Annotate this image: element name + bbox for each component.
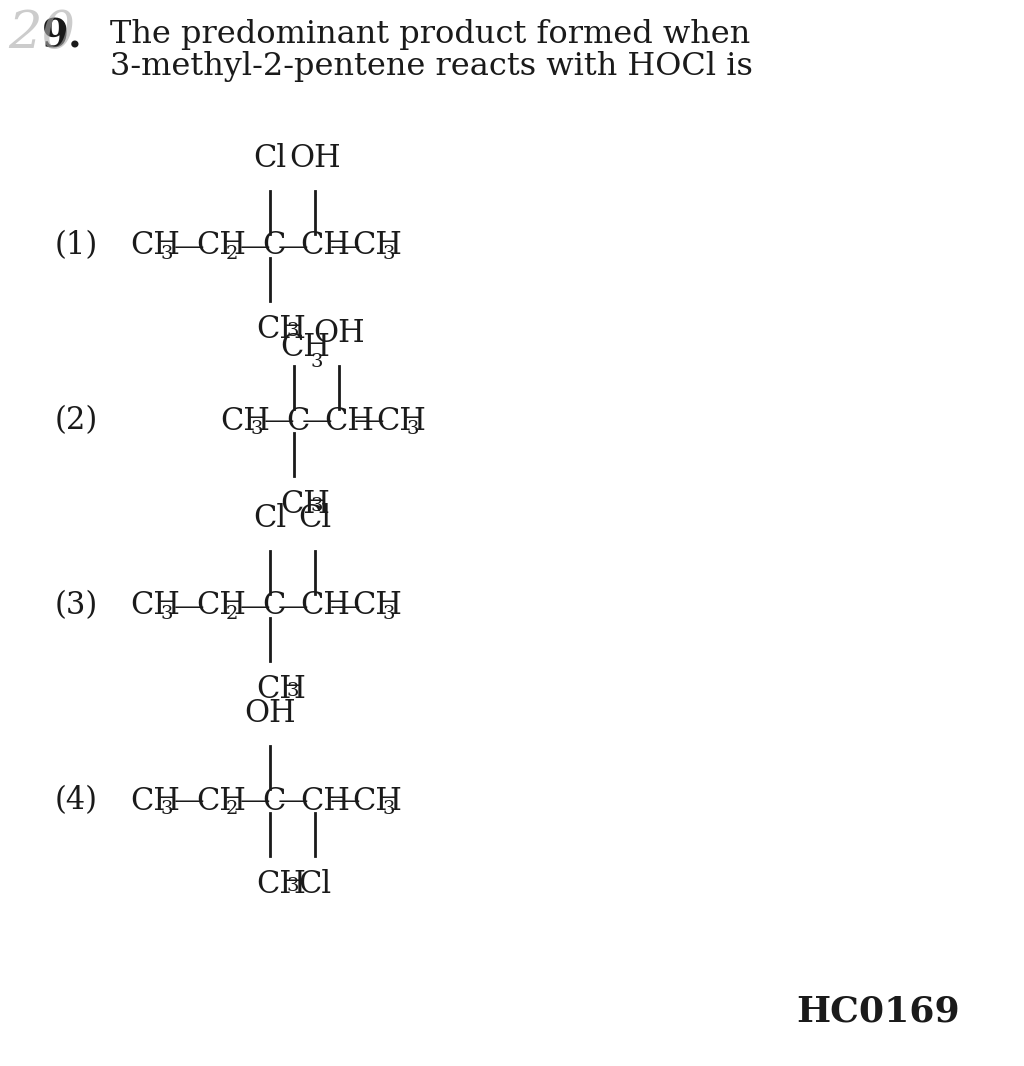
Text: CH: CH xyxy=(130,786,180,817)
Text: CH: CH xyxy=(300,786,350,817)
Text: 2: 2 xyxy=(226,800,239,818)
Text: —: — xyxy=(240,591,270,621)
Text: —: — xyxy=(330,591,360,621)
Text: —: — xyxy=(240,230,270,261)
Text: —: — xyxy=(330,786,360,817)
Text: CH: CH xyxy=(352,786,401,817)
Text: —: — xyxy=(278,230,308,261)
Text: CH: CH xyxy=(324,405,374,436)
Text: 3: 3 xyxy=(382,605,394,623)
Text: 3: 3 xyxy=(286,682,299,700)
Text: C: C xyxy=(262,230,286,261)
Text: CH: CH xyxy=(256,674,306,705)
Text: CH: CH xyxy=(352,591,401,621)
Text: CH: CH xyxy=(196,230,246,261)
Text: HC0169: HC0169 xyxy=(797,994,961,1028)
Text: 3: 3 xyxy=(250,420,262,438)
Text: CH: CH xyxy=(280,489,330,520)
Text: —: — xyxy=(240,786,270,817)
Text: The predominant product formed when: The predominant product formed when xyxy=(110,18,751,49)
Text: OH: OH xyxy=(289,143,341,174)
Text: Cl: Cl xyxy=(298,869,332,900)
Text: —: — xyxy=(174,786,205,817)
Text: CH: CH xyxy=(376,405,426,436)
Text: —: — xyxy=(354,405,385,436)
Text: 3: 3 xyxy=(286,877,299,895)
Text: —: — xyxy=(278,591,308,621)
Text: CH: CH xyxy=(300,591,350,621)
Text: CH: CH xyxy=(196,591,246,621)
Text: CH: CH xyxy=(256,314,306,345)
Text: CH: CH xyxy=(220,405,270,436)
Text: CH: CH xyxy=(196,786,246,817)
Text: C: C xyxy=(262,591,286,621)
Text: —: — xyxy=(174,230,205,261)
Text: Cl: Cl xyxy=(298,503,332,534)
Text: (3): (3) xyxy=(55,591,98,621)
Text: 3: 3 xyxy=(382,245,394,263)
Text: —: — xyxy=(174,591,205,621)
Text: CH: CH xyxy=(130,230,180,261)
Text: (2): (2) xyxy=(55,405,98,436)
Text: Cl: Cl xyxy=(253,143,287,174)
Text: CH: CH xyxy=(300,230,350,261)
Text: C: C xyxy=(262,786,286,817)
Text: 9.: 9. xyxy=(42,17,83,55)
Text: 3: 3 xyxy=(286,322,299,340)
Text: 3: 3 xyxy=(160,245,172,263)
Text: —: — xyxy=(302,405,333,436)
Text: CH: CH xyxy=(352,230,401,261)
Text: 3-methyl-2-pentene reacts with HOCl is: 3-methyl-2-pentene reacts with HOCl is xyxy=(110,50,753,81)
Text: Cl: Cl xyxy=(253,503,287,534)
Text: —: — xyxy=(278,786,308,817)
Text: 2: 2 xyxy=(226,245,239,263)
Text: —: — xyxy=(330,230,360,261)
Text: 20: 20 xyxy=(8,9,75,59)
Text: OH: OH xyxy=(313,318,365,349)
Text: 3: 3 xyxy=(310,353,323,371)
Text: 3: 3 xyxy=(310,497,323,515)
Text: CH: CH xyxy=(130,591,180,621)
Text: CH: CH xyxy=(280,332,330,364)
Text: 3: 3 xyxy=(382,800,394,818)
Text: 3: 3 xyxy=(160,800,172,818)
Text: CH: CH xyxy=(256,869,306,900)
Text: C: C xyxy=(286,405,309,436)
Text: OH: OH xyxy=(244,698,296,729)
Text: —: — xyxy=(264,405,295,436)
Text: (1): (1) xyxy=(55,230,98,261)
Text: 2: 2 xyxy=(226,605,239,623)
Text: 3: 3 xyxy=(160,605,172,623)
Text: 3: 3 xyxy=(406,420,419,438)
Text: (4): (4) xyxy=(55,786,98,817)
